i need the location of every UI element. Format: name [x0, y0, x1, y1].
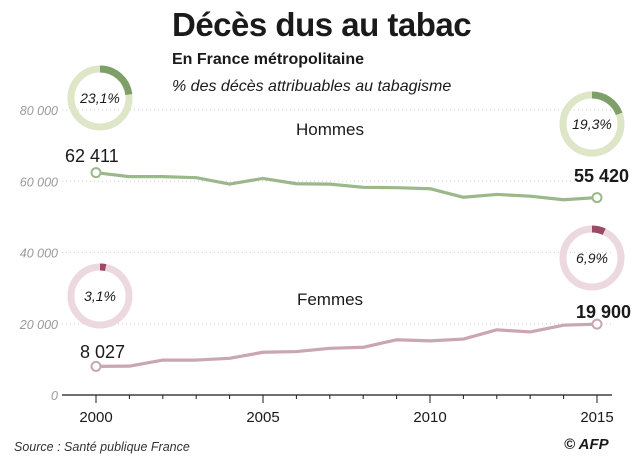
x-tick-label: 2010 — [413, 409, 446, 426]
y-tick-label: 80 000 — [20, 104, 58, 118]
hommes-end-point — [591, 192, 603, 204]
femmes-line — [95, 322, 598, 369]
chart-title: Décès dus au tabac — [172, 6, 472, 43]
chart-subtitle: En France métropolitaine — [172, 51, 365, 68]
source-note: Source : Santé publique France — [14, 440, 190, 454]
femmes-end-point — [591, 318, 603, 330]
donut-femmes-2000-label: 3,1% — [84, 288, 116, 304]
y-tick-label: 20 000 — [19, 318, 58, 332]
afp-logo: © AFP — [564, 436, 609, 453]
data-label-hommes-2015: 55 420 — [574, 166, 629, 186]
femmes-start-point — [90, 360, 102, 372]
donut-hommes-2000-label: 23,1% — [79, 90, 120, 106]
series-label-femmes: Femmes — [297, 290, 363, 309]
donut-hommes-2015-arc — [591, 91, 623, 116]
donut-hommes-2015-label: 19,3% — [572, 116, 612, 132]
y-tick-label: 0 — [51, 389, 58, 403]
data-label-hommes-2000: 62 411 — [65, 146, 119, 166]
x-tick-label: 2000 — [79, 409, 112, 426]
chart-note: % des décès attribuables au tabagisme — [172, 78, 452, 95]
donut-femmes-2000-arc — [99, 263, 107, 271]
y-tick-label: 60 000 — [20, 175, 58, 189]
donut-hommes-2000-arc — [99, 65, 133, 96]
hommes-start-point — [90, 167, 102, 179]
data-label-femmes-2015: 19 900 — [576, 302, 631, 322]
y-tick-label: 40 000 — [20, 247, 58, 261]
x-tick-label: 2015 — [580, 409, 613, 426]
x-tick-label: 2005 — [246, 409, 279, 426]
donut-femmes-2015-arc — [591, 225, 606, 235]
donut-femmes-2015-label: 6,9% — [576, 250, 608, 266]
hommes-line — [95, 171, 598, 202]
data-label-femmes-2000: 8 027 — [80, 342, 125, 362]
series-label-hommes: Hommes — [296, 120, 364, 139]
